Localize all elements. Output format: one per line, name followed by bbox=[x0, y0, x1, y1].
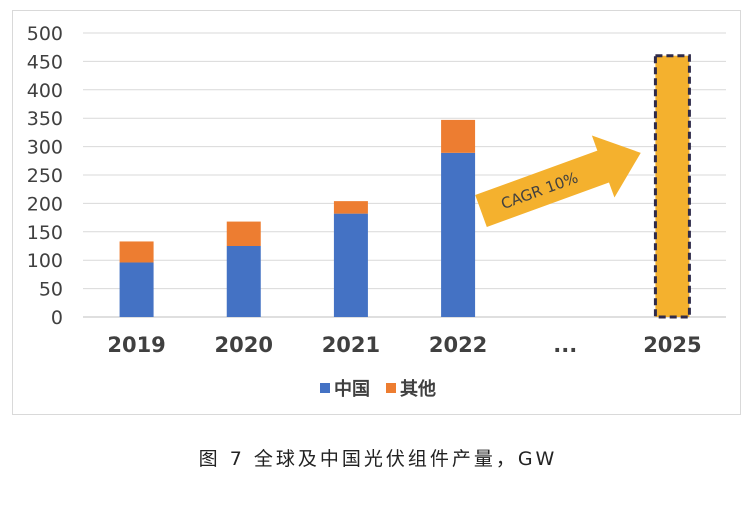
projection-bar-2025 bbox=[653, 54, 691, 319]
bar-2021-其他 bbox=[333, 201, 368, 214]
bar-2020-中国 bbox=[226, 246, 261, 317]
y-tick-label: 350 bbox=[27, 108, 63, 130]
y-tick-label: 250 bbox=[27, 165, 63, 187]
y-tick-label: 100 bbox=[27, 250, 63, 272]
cagr-arrow-group: CAGR 10% bbox=[475, 135, 641, 227]
x-tick-label: 2020 bbox=[215, 333, 273, 357]
bars bbox=[119, 54, 691, 319]
legend-label: 其他 bbox=[400, 378, 436, 400]
bar-2022-中国 bbox=[441, 152, 476, 317]
y-tick-label: 500 bbox=[27, 23, 63, 45]
legend-label: 中国 bbox=[334, 378, 370, 400]
y-tick-label: 150 bbox=[27, 222, 63, 244]
bar-2019-中国 bbox=[119, 262, 154, 317]
cagr-arrow bbox=[475, 135, 641, 227]
cagr-annotation: CAGR 10% bbox=[475, 135, 641, 227]
y-tick-label: 0 bbox=[51, 307, 63, 329]
bar-2019-其他 bbox=[119, 241, 154, 263]
x-axis-labels: 2019 2020 2021 2022... 2025 bbox=[107, 333, 701, 357]
y-tick-label: 200 bbox=[27, 193, 63, 215]
chart-frame bbox=[12, 10, 741, 415]
y-tick-label: 400 bbox=[27, 80, 63, 102]
legend-swatch-中国 bbox=[320, 383, 330, 393]
gridlines bbox=[83, 32, 726, 318]
legend-swatch-其他 bbox=[386, 383, 396, 393]
bar-2021-中国 bbox=[333, 213, 368, 317]
y-tick-label: 300 bbox=[27, 137, 63, 159]
x-tick-label: 2021 bbox=[322, 333, 380, 357]
x-tick-label: ... bbox=[553, 333, 577, 357]
y-axis-ticks: 0 50 100 150 200 250 300 350 400 450 500 bbox=[27, 23, 63, 329]
bar-2022-其他 bbox=[441, 119, 476, 153]
bar-2020-其他 bbox=[226, 221, 261, 246]
x-tick-label: 2025 bbox=[643, 333, 701, 357]
legend: 中国 其他 bbox=[320, 378, 436, 400]
x-tick-label: 2022 bbox=[429, 333, 487, 357]
x-tick-label: 2019 bbox=[107, 333, 165, 357]
y-tick-label: 50 bbox=[39, 279, 63, 301]
y-tick-label: 450 bbox=[27, 51, 63, 73]
figure-caption: 图 7 全球及中国光伏组件产量，GW bbox=[198, 448, 558, 470]
